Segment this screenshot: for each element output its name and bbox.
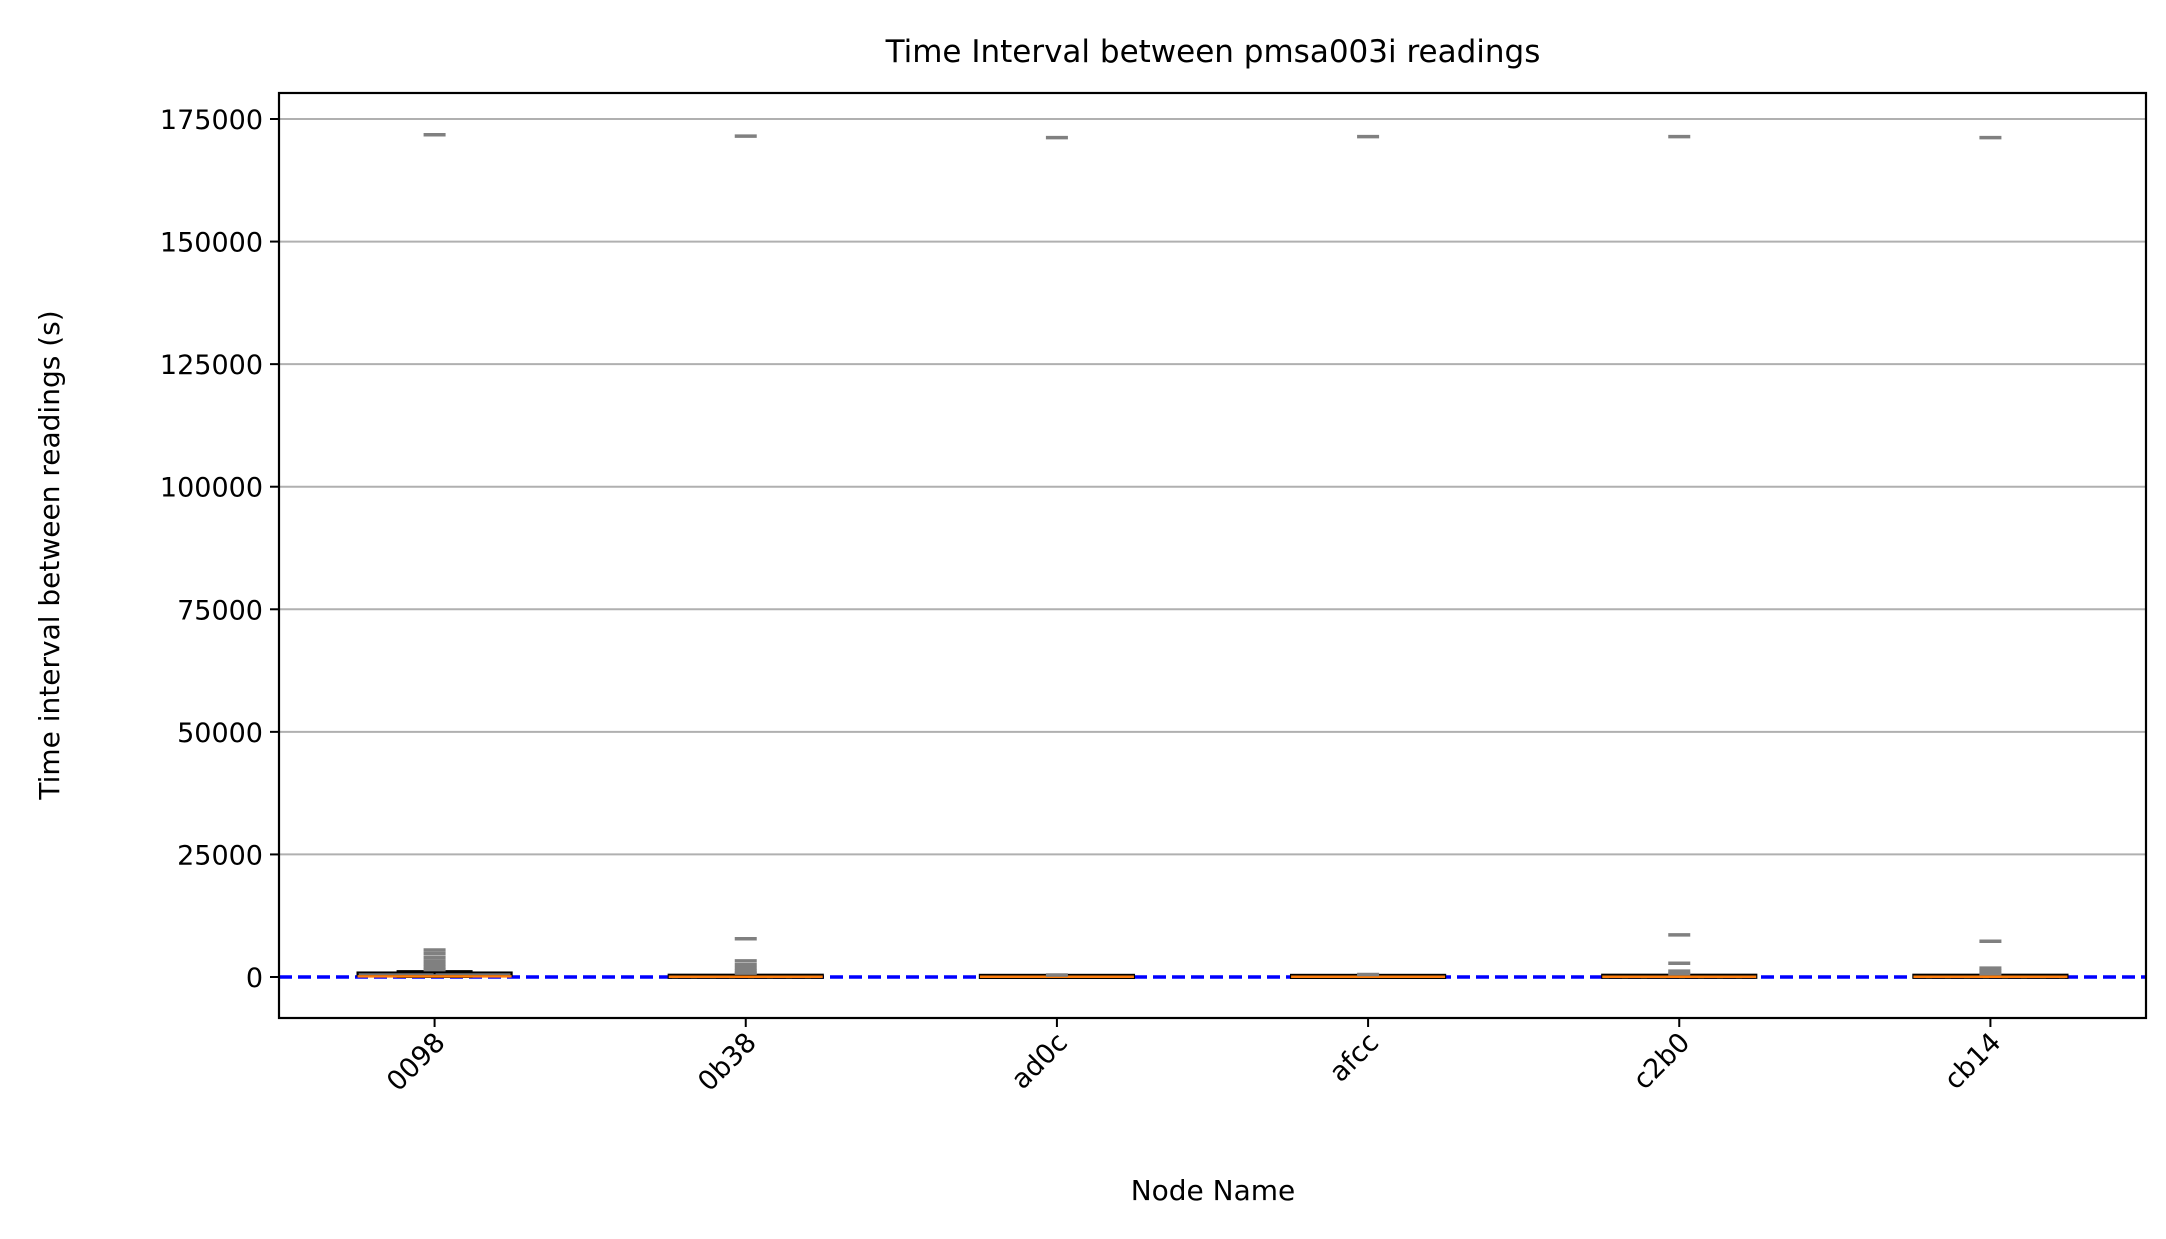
y-tick-label-6: 150000 <box>160 228 263 259</box>
x-tick-label-2: ad0c <box>1005 1027 1073 1095</box>
x-tick-label-0: 0098 <box>381 1027 452 1098</box>
y-tick-label-5: 125000 <box>160 350 263 381</box>
x-tick-label-3: afcc <box>1324 1027 1385 1088</box>
y-tick-label-3: 75000 <box>177 595 263 626</box>
x-tick-label-1: 0b38 <box>692 1027 762 1097</box>
box-afcc <box>1289 134 1447 980</box>
x-axis-ticks: 0098 0b38 ad0c afcc c2b0 cb14 <box>381 1018 2007 1098</box>
box-0b38 <box>667 134 824 979</box>
y-tick-label-1: 25000 <box>177 840 263 871</box>
box-0098 <box>356 132 513 978</box>
y-axis-ticks: 0 25000 50000 75000 100000 125000 150000 175000 <box>160 105 279 994</box>
y-tick-label-0: 0 <box>246 963 263 994</box>
x-axis-label: Node Name <box>1131 1174 1296 1207</box>
box-ad0c <box>978 135 1136 980</box>
grid-lines <box>279 118 2146 856</box>
y-tick-label-7: 175000 <box>160 105 263 136</box>
box-c2b0 <box>1601 134 1758 979</box>
x-tick-label-4: c2b0 <box>1627 1027 1696 1096</box>
boxes-layer <box>356 132 2069 980</box>
y-axis-label: Time interval between readings (s) <box>33 310 66 800</box>
chart-title: Time Interval between pmsa003i readings <box>885 34 1541 70</box>
plot-frame <box>277 91 2148 1020</box>
y-tick-label-2: 50000 <box>177 718 263 749</box>
box-cb14 <box>1912 135 2069 979</box>
x-tick-label-5: cb14 <box>1939 1027 2008 1096</box>
y-tick-label-4: 100000 <box>160 473 263 504</box>
